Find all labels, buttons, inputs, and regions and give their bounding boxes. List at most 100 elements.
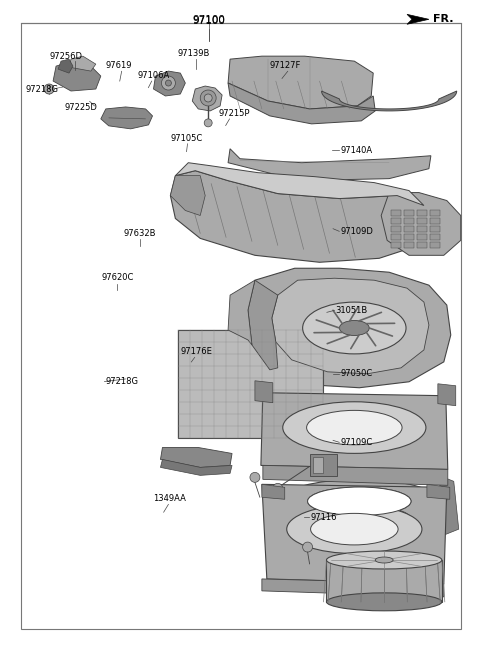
Ellipse shape — [280, 480, 439, 523]
Polygon shape — [170, 171, 427, 262]
Bar — [179, 330, 323, 438]
Polygon shape — [255, 380, 273, 403]
Bar — [312, 457, 323, 474]
Polygon shape — [248, 268, 451, 388]
Bar — [391, 218, 401, 224]
Bar — [430, 234, 440, 240]
Text: 97140A: 97140A — [340, 146, 372, 155]
Text: 97100: 97100 — [192, 16, 226, 26]
Bar — [391, 234, 401, 240]
Circle shape — [161, 76, 175, 90]
Text: 31051B: 31051B — [336, 306, 368, 315]
Ellipse shape — [326, 551, 442, 569]
Circle shape — [273, 483, 283, 493]
Polygon shape — [69, 56, 96, 71]
Text: 97218G: 97218G — [106, 377, 138, 386]
Polygon shape — [262, 484, 285, 499]
Polygon shape — [58, 59, 73, 73]
Polygon shape — [263, 465, 448, 485]
Text: 97176E: 97176E — [180, 347, 212, 356]
Circle shape — [166, 80, 171, 86]
Text: 97106A: 97106A — [137, 71, 169, 80]
Polygon shape — [424, 472, 459, 539]
Circle shape — [44, 84, 54, 94]
Text: 97050C: 97050C — [340, 369, 372, 379]
Ellipse shape — [280, 497, 439, 541]
Bar — [391, 226, 401, 232]
Polygon shape — [53, 61, 101, 91]
Bar — [430, 211, 440, 216]
Bar — [430, 242, 440, 249]
Polygon shape — [262, 579, 444, 597]
Polygon shape — [248, 280, 278, 370]
Polygon shape — [272, 278, 429, 374]
Polygon shape — [262, 484, 447, 584]
Bar — [417, 234, 427, 240]
Bar — [417, 226, 427, 232]
Bar — [430, 226, 440, 232]
Ellipse shape — [307, 411, 402, 445]
Bar — [430, 218, 440, 224]
Polygon shape — [381, 193, 461, 255]
Bar — [310, 455, 337, 476]
Text: 97139B: 97139B — [177, 49, 209, 58]
Polygon shape — [101, 107, 153, 129]
Ellipse shape — [283, 401, 426, 453]
Ellipse shape — [308, 487, 411, 516]
Bar — [417, 218, 427, 224]
Polygon shape — [280, 501, 439, 519]
Text: 97109D: 97109D — [340, 227, 373, 236]
Text: 97632B: 97632B — [123, 229, 156, 238]
Text: 97619: 97619 — [106, 61, 132, 70]
Polygon shape — [154, 71, 185, 96]
Polygon shape — [192, 86, 222, 111]
Circle shape — [302, 542, 312, 552]
Text: 97109C: 97109C — [340, 438, 372, 447]
Text: FR.: FR. — [433, 14, 454, 24]
Ellipse shape — [287, 504, 422, 554]
Bar — [404, 211, 414, 216]
Bar — [391, 242, 401, 249]
Circle shape — [250, 472, 260, 482]
Ellipse shape — [339, 321, 369, 335]
Polygon shape — [228, 56, 373, 109]
Text: 97218G: 97218G — [25, 85, 58, 94]
Circle shape — [204, 94, 212, 102]
Text: 97215P: 97215P — [218, 109, 250, 117]
Text: 1349AA: 1349AA — [153, 494, 186, 503]
Polygon shape — [407, 14, 429, 24]
Polygon shape — [160, 459, 232, 476]
Ellipse shape — [308, 505, 411, 533]
Polygon shape — [261, 393, 448, 470]
Ellipse shape — [302, 302, 406, 354]
Bar — [404, 242, 414, 249]
Polygon shape — [322, 91, 457, 111]
Text: 97620C: 97620C — [102, 274, 134, 282]
Bar — [391, 211, 401, 216]
Polygon shape — [326, 560, 442, 602]
Polygon shape — [228, 280, 255, 345]
Text: 97256D: 97256D — [49, 52, 82, 62]
Ellipse shape — [308, 487, 411, 516]
Bar — [417, 211, 427, 216]
Ellipse shape — [326, 593, 442, 611]
Text: 97116: 97116 — [311, 513, 337, 522]
Text: 97127F: 97127F — [270, 61, 301, 70]
Text: 97100: 97100 — [192, 15, 226, 26]
Text: 97105C: 97105C — [171, 134, 203, 143]
Circle shape — [204, 119, 212, 127]
Polygon shape — [438, 384, 456, 405]
Bar — [404, 218, 414, 224]
Bar — [404, 226, 414, 232]
Ellipse shape — [311, 514, 398, 545]
Polygon shape — [160, 447, 232, 468]
Polygon shape — [228, 149, 431, 180]
Bar — [417, 242, 427, 249]
Polygon shape — [170, 176, 205, 215]
Polygon shape — [228, 83, 375, 124]
Circle shape — [200, 90, 216, 106]
Bar — [404, 234, 414, 240]
Ellipse shape — [375, 557, 393, 563]
Polygon shape — [175, 163, 424, 205]
Text: 97225D: 97225D — [64, 102, 97, 112]
